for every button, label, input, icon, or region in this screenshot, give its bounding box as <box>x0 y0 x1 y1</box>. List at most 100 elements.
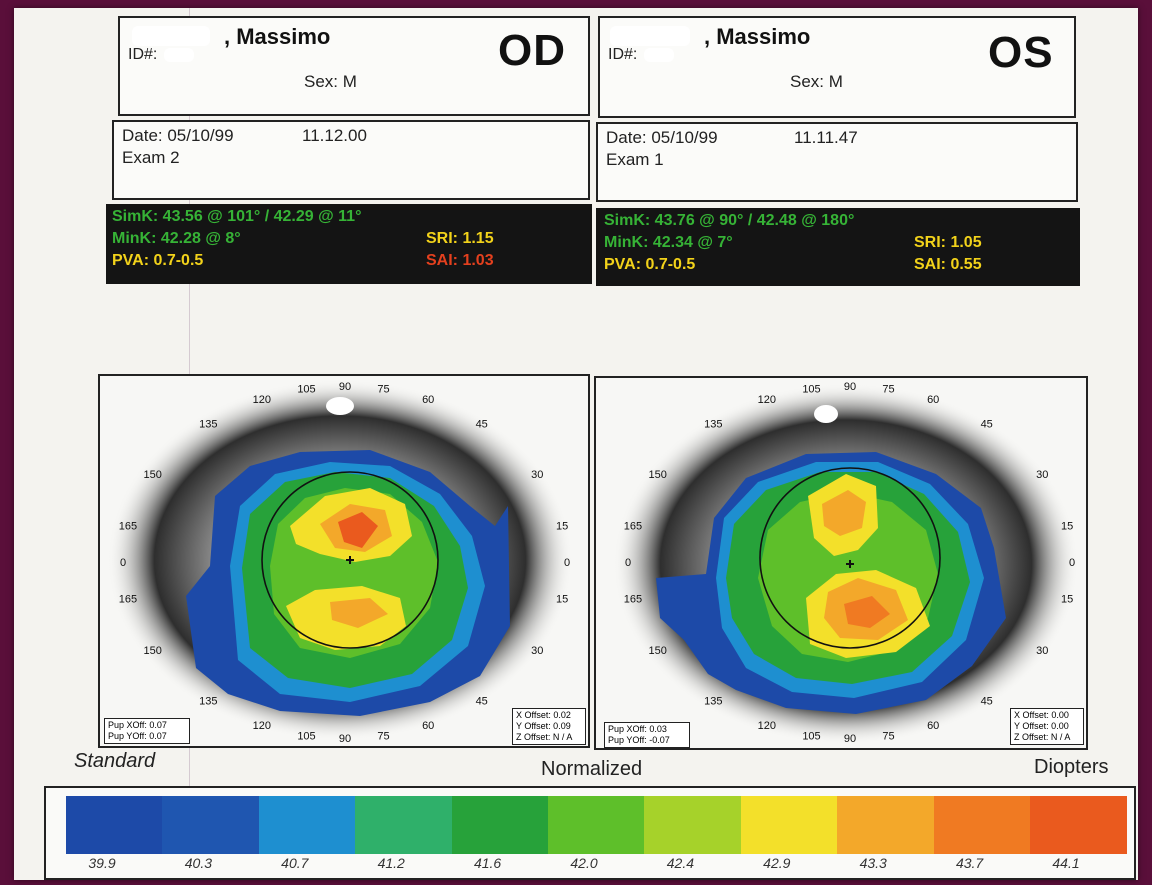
os-offset-box: X Offset: 0.00 Y Offset: 0.00 Z Offset: … <box>1010 708 1084 745</box>
axis-label-18: 135 <box>704 696 722 708</box>
os-pup-xoff: Pup XOff: 0.03 <box>608 724 667 734</box>
axis-label-22: 90 <box>339 733 351 745</box>
axis-label-23: 105 <box>802 730 820 742</box>
scale-value-10: 44.1 <box>1052 855 1080 871</box>
axis-label-8: 30 <box>531 469 543 481</box>
axis-label-16: 150 <box>649 645 667 657</box>
axis-label-16: 150 <box>144 645 162 657</box>
axis-label-2: 75 <box>882 384 894 396</box>
scale-value-6: 42.4 <box>666 855 695 871</box>
axis-label-20: 120 <box>253 720 271 732</box>
os-x-offset: X Offset: 0.00 <box>1014 710 1069 720</box>
axis-label-23: 105 <box>297 730 315 742</box>
axis-label-14: 165 <box>624 594 642 606</box>
od-pva: PVA: 0.7-0.5 <box>112 252 204 269</box>
axis-label-19: 60 <box>422 720 434 732</box>
os-sai: SAI: 0.55 <box>914 256 982 273</box>
od-redacted-surname <box>132 26 210 46</box>
scale-value-3: 41.2 <box>377 855 405 871</box>
od-redacted-id <box>164 48 194 62</box>
scale-value-5: 42.0 <box>570 855 598 871</box>
os-exam-box: Date: 05/10/99 11.11.47 Exam 1 <box>596 122 1078 202</box>
od-y-offset: Y Offset: 0.09 <box>516 721 571 731</box>
scale-value-4: 41.6 <box>473 855 502 871</box>
axis-label-15: 30 <box>1036 645 1048 657</box>
os-reflection <box>814 405 838 423</box>
od-simk: SimK: 43.56 @ 101° / 42.29 @ 11° <box>112 208 362 225</box>
axis-label-11: 0 <box>120 557 126 569</box>
os-date: Date: 05/10/99 <box>606 128 718 147</box>
od-topography-map: 105 90 75 120 60 135 45 150 30 165 15 0 0 15 165 30 150 4… <box>98 374 590 748</box>
od-patient-name: , Massimo <box>224 24 331 49</box>
os-keratometry-panel: SimK: 43.76 @ 90° / 42.48 @ 180° MinK: 4… <box>596 208 1080 286</box>
os-id-label: ID#: <box>608 46 638 63</box>
axis-label-5: 135 <box>199 418 217 430</box>
os-sex: Sex: M <box>790 72 843 91</box>
scale-color-1 <box>162 796 260 854</box>
od-sai: SAI: 1.03 <box>426 252 494 269</box>
axis-label-9: 165 <box>624 520 642 532</box>
od-mink: MinK: 42.28 @ 8° <box>112 230 241 247</box>
axis-label-13: 15 <box>1061 594 1073 606</box>
os-center-mark <box>846 560 854 568</box>
os-sri: SRI: 1.05 <box>914 234 982 251</box>
od-pupil-circle <box>261 471 439 649</box>
color-scale: 39.9 40.3 40.7 41.2 41.6 42.0 42.4 42.9 43.3 43.7… <box>44 786 1136 880</box>
axis-label-5: 135 <box>704 418 722 430</box>
od-pupil-offset-box: Pup XOff: 0.07 Pup YOff: 0.07 <box>104 718 190 744</box>
scale-value-2: 40.7 <box>281 855 309 871</box>
od-pup-xoff: Pup XOff: 0.07 <box>108 720 167 730</box>
os-z-offset: Z Offset: N / A <box>1014 732 1071 742</box>
axis-label-1: 90 <box>339 381 351 393</box>
axis-label-10: 15 <box>1061 520 1073 532</box>
scale-mode-label: Normalized <box>541 758 643 780</box>
scale-color-6 <box>644 796 742 854</box>
axis-label-12: 0 <box>564 557 570 569</box>
axis-label-8: 30 <box>1036 469 1048 481</box>
os-time: 11.11.47 <box>794 128 858 147</box>
scale-color-10 <box>1030 796 1128 854</box>
od-z-offset: Z Offset: N / A <box>516 732 573 742</box>
os-eye-label: OS <box>988 28 1054 77</box>
os-redacted-surname <box>610 26 690 46</box>
scale-type-label: Standard <box>74 750 156 772</box>
axis-label-15: 30 <box>531 645 543 657</box>
axis-label-4: 60 <box>927 394 939 406</box>
units-label: Diopters <box>1034 756 1109 778</box>
od-time: 11.12.00 <box>302 126 367 145</box>
scale-value-8: 43.3 <box>859 855 887 871</box>
scale-color-4 <box>451 796 549 854</box>
od-color-map <box>186 450 510 716</box>
od-sex: Sex: M <box>304 72 357 91</box>
os-topography-map: 105 90 75 120 60 135 45 150 30 165 15 0 0 15 165 30 150 4… <box>594 376 1088 750</box>
axis-label-10: 15 <box>556 520 568 532</box>
axis-label-12: 0 <box>1069 557 1075 569</box>
scale-color-2 <box>258 796 357 854</box>
scale-color-0 <box>66 796 164 854</box>
axis-label-20: 120 <box>758 720 776 732</box>
od-exam-number: Exam 2 <box>122 148 180 167</box>
axis-label-6: 45 <box>476 418 488 430</box>
topography-report: , Massimo ID#: Sex: M OD Date: 05/10/99 … <box>14 8 1138 880</box>
scale-value-0: 39.9 <box>88 855 116 871</box>
os-pup-yoff: Pup YOff: -0.07 <box>608 735 670 745</box>
axis-label-13: 15 <box>556 594 568 606</box>
axis-label-22: 90 <box>844 733 856 745</box>
axis-label-2: 75 <box>377 384 389 396</box>
axis-label-3: 120 <box>253 394 271 406</box>
scale-color-7 <box>740 796 839 854</box>
axis-label-14: 165 <box>119 594 137 606</box>
od-offset-box: X Offset: 0.02 Y Offset: 0.09 Z Offset: … <box>512 708 586 745</box>
os-pupil-offset-box: Pup XOff: 0.03 Pup YOff: -0.07 <box>604 722 690 748</box>
axis-label-18: 135 <box>199 696 217 708</box>
od-pup-yoff: Pup YOff: 0.07 <box>108 731 167 741</box>
os-pva: PVA: 0.7-0.5 <box>604 256 696 273</box>
scale-color-3 <box>355 796 453 854</box>
axis-label-7: 150 <box>144 469 162 481</box>
axis-label-6: 45 <box>981 418 993 430</box>
scale-value-1: 40.3 <box>184 855 213 871</box>
os-color-map <box>656 452 1006 714</box>
